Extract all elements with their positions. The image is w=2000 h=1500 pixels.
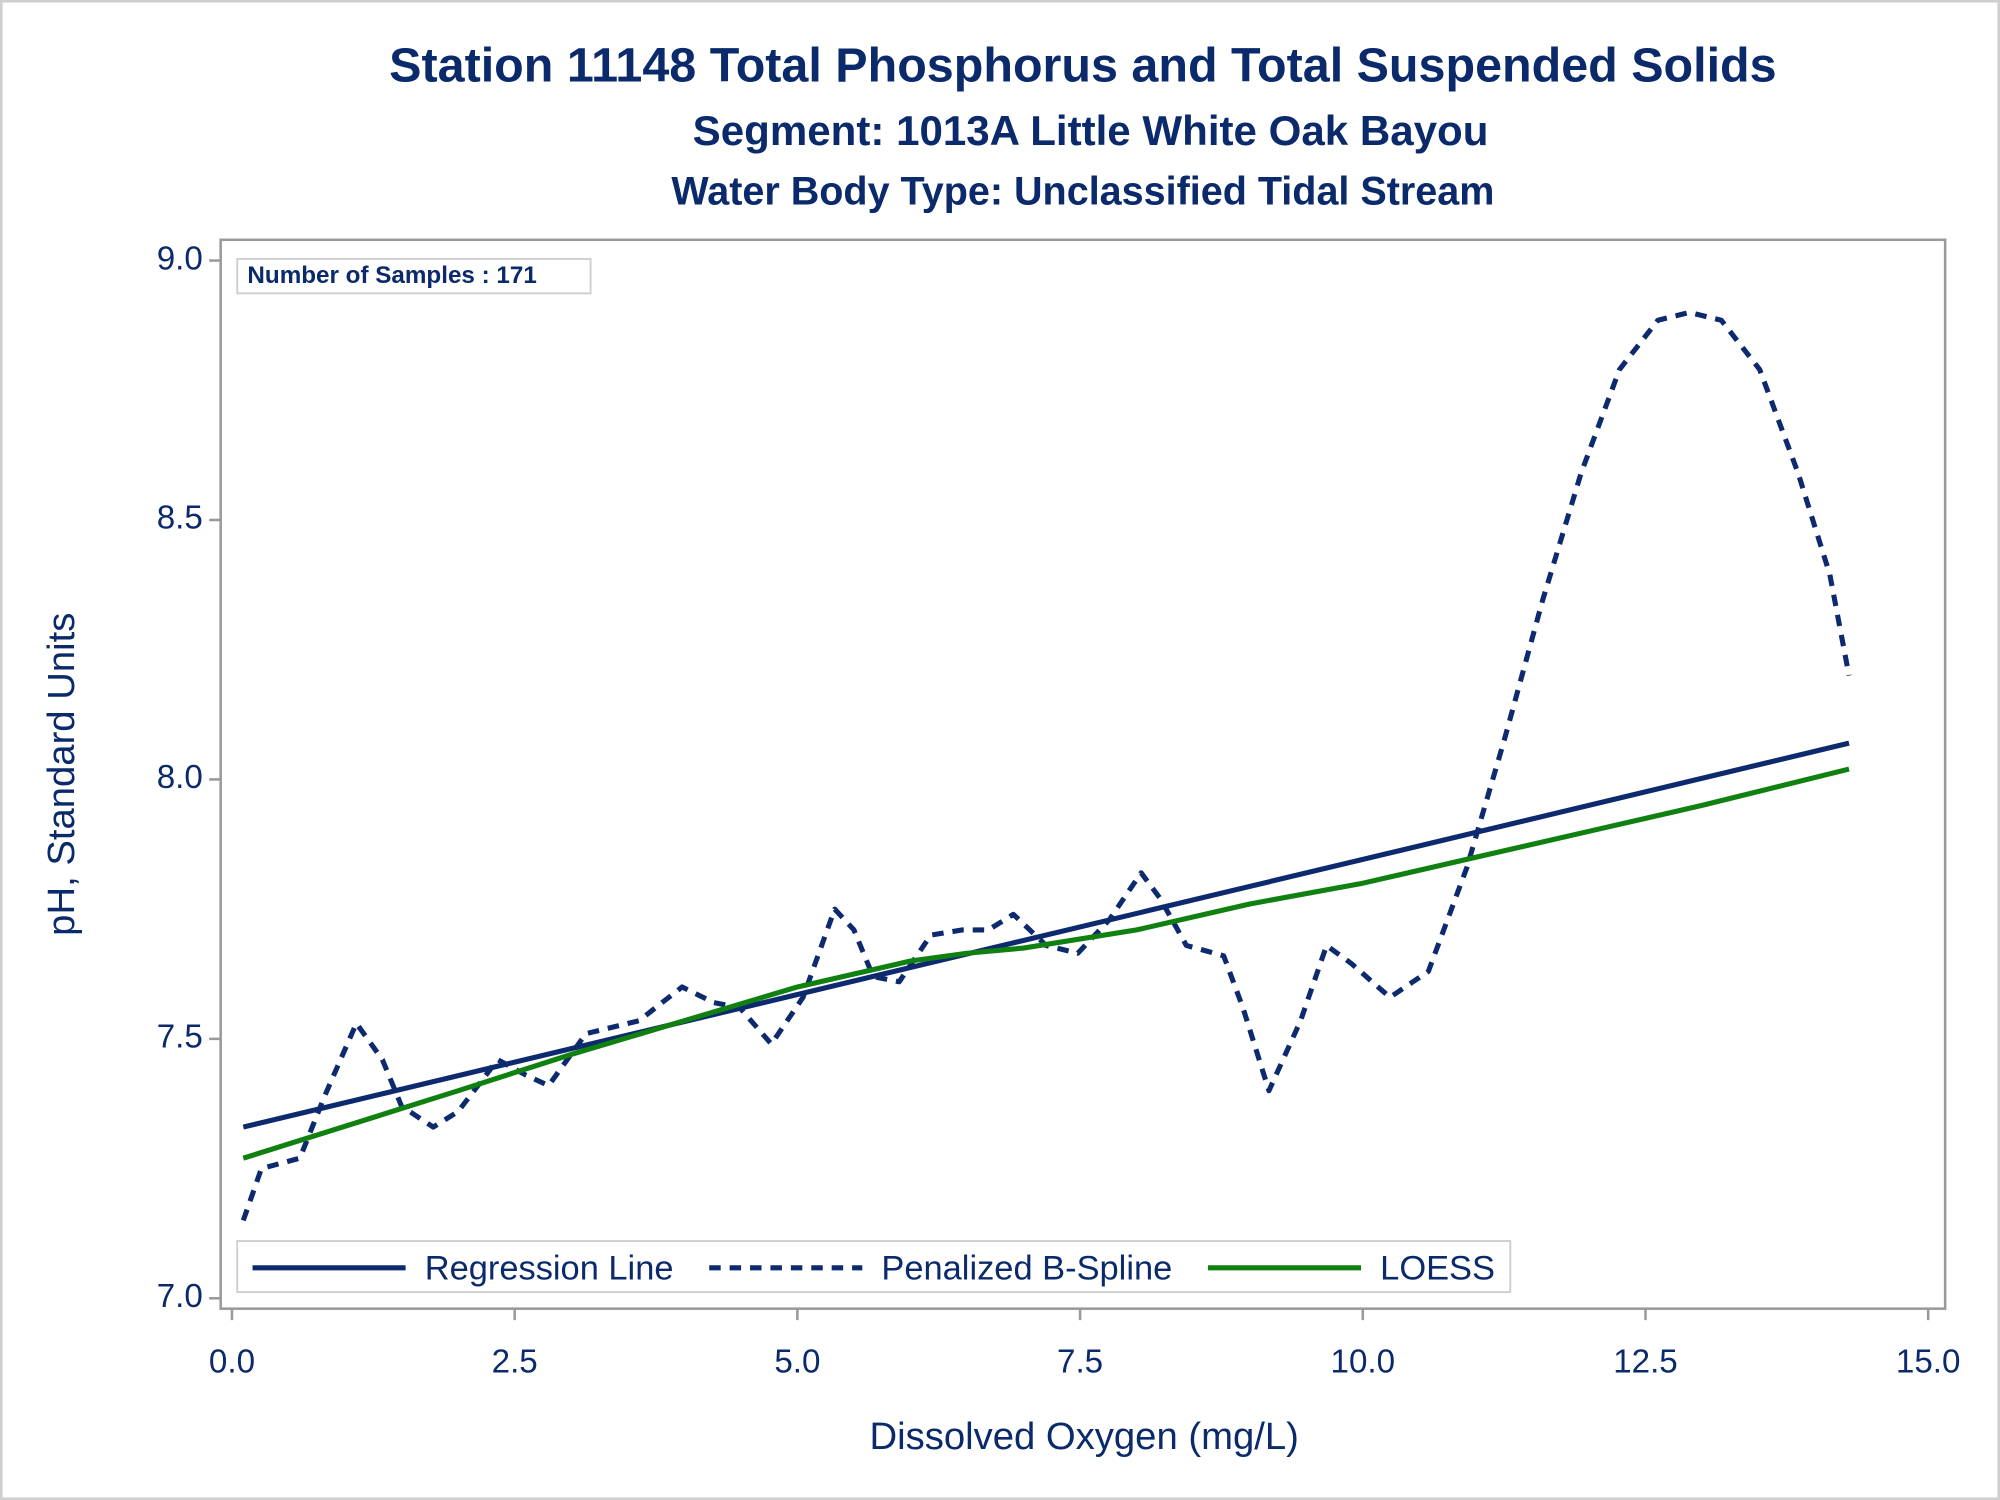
chart-subtitle: Segment: 1013A Little White Oak Bayou (693, 107, 1489, 154)
x-tick-label: 0.0 (209, 1343, 255, 1380)
x-tick-label: 12.5 (1613, 1343, 1678, 1380)
y-tick-label: 7.0 (157, 1278, 203, 1315)
legend-label: Regression Line (425, 1250, 674, 1288)
y-axis-label: pH, Standard Units (40, 613, 83, 936)
y-tick-label: 8.0 (157, 759, 203, 796)
legend-label: Penalized B-Spline (881, 1250, 1172, 1288)
y-tick-label: 8.5 (157, 500, 203, 537)
y-tick-label: 9.0 (157, 240, 203, 277)
series-line (242, 766, 1850, 1161)
x-tick-label: 5.0 (774, 1343, 820, 1380)
x-tick-label: 10.0 (1331, 1343, 1396, 1380)
series-line (242, 740, 1850, 1130)
chart-title: Station 11148 Total Phosphorus and Total… (389, 39, 1776, 93)
chart-subtitle: Water Body Type: Unclassified Tidal Stre… (671, 169, 1494, 213)
x-tick-label: 7.5 (1057, 1343, 1103, 1380)
x-tick-label: 15.0 (1896, 1343, 1961, 1380)
x-axis-label: Dissolved Oxygen (mg/L) (869, 1415, 1298, 1458)
x-tick-label: 2.5 (492, 1343, 538, 1380)
plot-area (219, 238, 1947, 1310)
annotation: Number of Samples : 171 (247, 262, 536, 289)
annotation-box (236, 257, 592, 295)
y-tick-label: 7.5 (157, 1019, 203, 1056)
legend-label: LOESS (1380, 1250, 1495, 1288)
series-line (240, 309, 1852, 1222)
